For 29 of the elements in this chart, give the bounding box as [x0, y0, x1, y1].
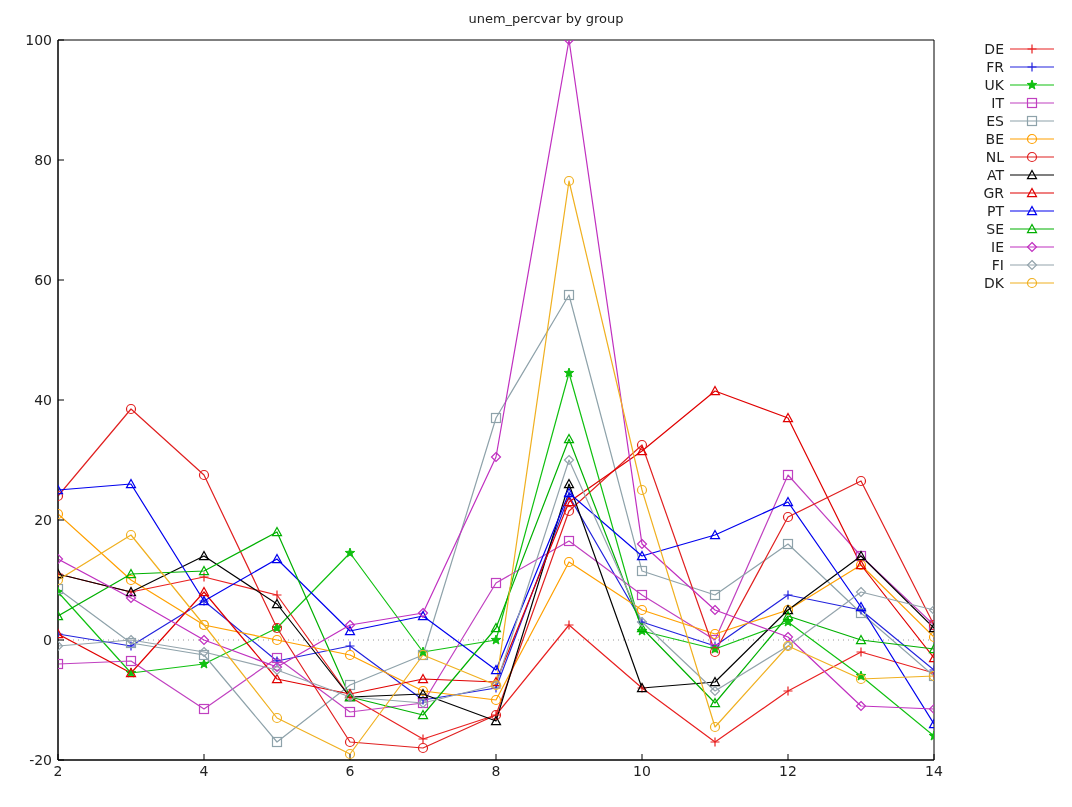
- y-tick-label: -20: [29, 751, 52, 768]
- x-tick-label: 14: [925, 762, 943, 779]
- legend-label: UK: [984, 77, 1004, 93]
- chart-title: unem_percvar by group: [467, 10, 625, 28]
- x-tick-label: 4: [199, 762, 209, 779]
- legend-label: GR: [983, 185, 1004, 201]
- y-tick-label: 80: [34, 151, 52, 168]
- legend-label: FR: [986, 59, 1004, 75]
- legend-label: SE: [986, 221, 1004, 237]
- x-tick-label: 10: [633, 762, 651, 779]
- y-tick-label: 60: [34, 271, 52, 288]
- x-tick-label: 2: [53, 762, 63, 779]
- y-tick-label: 20: [34, 511, 52, 528]
- legend-label: BE: [985, 131, 1004, 147]
- y-tick-label: 100: [25, 31, 52, 48]
- legend-label: AT: [986, 167, 1004, 183]
- legend-label: DK: [984, 275, 1004, 291]
- legend-label: PT: [987, 203, 1004, 219]
- legend-label: IE: [991, 239, 1004, 255]
- x-tick-label: 12: [779, 762, 797, 779]
- x-tick-label: 6: [345, 762, 355, 779]
- y-tick-label: 40: [34, 391, 52, 408]
- legend-label: IT: [991, 95, 1004, 111]
- legend-label: FI: [991, 257, 1004, 273]
- y-tick-label: 0: [43, 631, 52, 648]
- legend-label: DE: [984, 41, 1004, 57]
- legend-label: ES: [986, 113, 1004, 129]
- legend-label: NL: [985, 149, 1004, 165]
- x-tick-label: 8: [491, 762, 501, 779]
